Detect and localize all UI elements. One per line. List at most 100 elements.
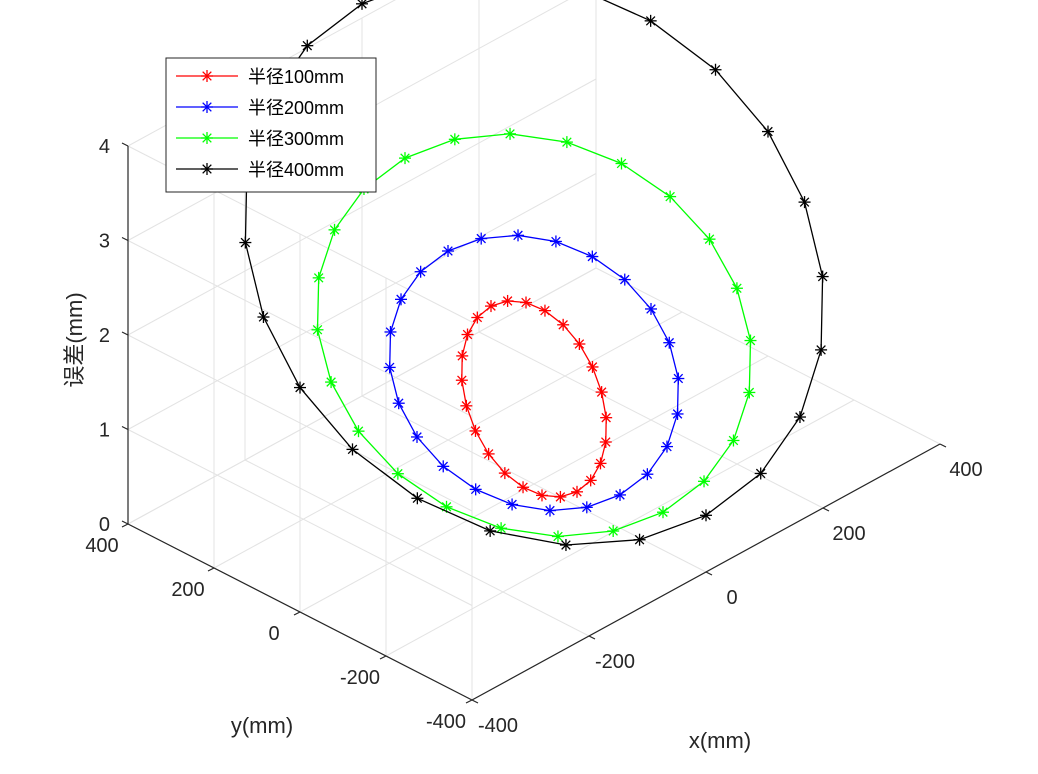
data-point (595, 386, 608, 399)
data-point (517, 481, 530, 494)
data-point (744, 334, 757, 347)
series-line (389, 234, 679, 512)
legend-entry: 半径300mm (176, 129, 344, 149)
data-point (461, 328, 474, 341)
series-2 (383, 229, 685, 517)
x-tick (471, 699, 479, 704)
data-point (312, 271, 325, 284)
data-point (475, 232, 488, 245)
legend-box (165, 57, 377, 193)
data-point (573, 338, 586, 351)
data-point (442, 245, 454, 257)
data-point (455, 374, 468, 387)
data-point (571, 485, 583, 498)
data-point (535, 489, 548, 502)
z-tick-label: 1 (99, 420, 110, 442)
series-1 (455, 294, 613, 503)
data-point (391, 467, 404, 480)
legend-entry: 半径200mm (176, 98, 344, 118)
data-point (762, 125, 774, 138)
data-point (607, 525, 620, 538)
grid-line (299, 355, 769, 613)
z-tick-label: 2 (99, 325, 110, 347)
legend-label: 半径100mm (248, 67, 344, 87)
data-point (698, 475, 711, 488)
data-point (501, 294, 514, 307)
x-tick (588, 635, 596, 640)
data-point (798, 196, 811, 209)
data-point (469, 424, 482, 437)
y-axis-label: y(mm) (231, 713, 293, 738)
x-tick (822, 507, 830, 512)
legend-entry: 半径100mm (176, 67, 344, 87)
data-point (549, 235, 562, 248)
x-tick-label: -200 (595, 651, 635, 673)
data-point (543, 504, 556, 517)
data-point (356, 0, 368, 10)
grid-line (127, 267, 597, 525)
y-tick (207, 567, 215, 572)
y-tick-label: -200 (340, 667, 380, 689)
x-axis-label: x(mm) (689, 728, 751, 753)
x-tick-label: 400 (949, 459, 982, 481)
data-point (614, 488, 626, 501)
data-point (414, 265, 427, 278)
data-point (660, 440, 673, 453)
x-tick-label: 0 (726, 587, 737, 609)
z-axis-label: 误差(mm) (62, 292, 87, 387)
data-point (392, 397, 405, 410)
data-point (730, 282, 743, 295)
axes (121, 142, 947, 704)
data-point (816, 270, 829, 283)
data-point (663, 336, 676, 349)
z-tick (121, 520, 129, 525)
data-point (554, 490, 567, 503)
z-tick-label: 0 (99, 514, 110, 536)
data-point (586, 250, 599, 263)
x-tick (705, 571, 713, 576)
data-point (557, 318, 570, 331)
data-point (664, 190, 677, 203)
y-tick-label: 200 (171, 579, 204, 601)
data-point (352, 425, 365, 438)
data-point (657, 506, 669, 519)
data-point (325, 376, 338, 389)
y-tick (121, 523, 129, 528)
y-tick-label: 0 (268, 623, 279, 645)
y-tick-label: 400 (85, 535, 118, 557)
z-tick (121, 142, 129, 147)
data-point (328, 223, 341, 236)
legend-label: 半径400mm (248, 160, 344, 180)
data-point (615, 157, 628, 170)
data-point (559, 539, 572, 552)
data-point (294, 381, 306, 394)
legend-label: 半径300mm (248, 129, 344, 149)
y-tick (379, 655, 387, 660)
data-point (560, 136, 573, 149)
data-point (520, 296, 533, 309)
data-point (257, 311, 270, 324)
data-point (411, 492, 424, 505)
z-tick (121, 331, 129, 336)
data-point (633, 533, 646, 546)
data-point (672, 372, 685, 385)
series-line (461, 300, 607, 498)
x-tick (939, 443, 947, 448)
data-point (703, 233, 716, 246)
legend-entry: 半径400mm (176, 160, 344, 180)
data-point (399, 152, 411, 165)
data-point (644, 14, 657, 27)
data-point (754, 467, 767, 480)
data-point (600, 411, 613, 424)
data-point (498, 467, 511, 480)
data-point (448, 133, 461, 146)
z-tick (121, 236, 129, 242)
legend-label: 半径200mm (248, 98, 344, 118)
data-point (580, 501, 593, 514)
data-point (584, 474, 597, 487)
z-tick (121, 425, 129, 431)
series-3 (311, 127, 757, 543)
data-point (311, 323, 324, 336)
data-point (586, 360, 599, 373)
legend: 半径100mm 半径200mm 半径300mm 半径400mm (165, 57, 377, 193)
